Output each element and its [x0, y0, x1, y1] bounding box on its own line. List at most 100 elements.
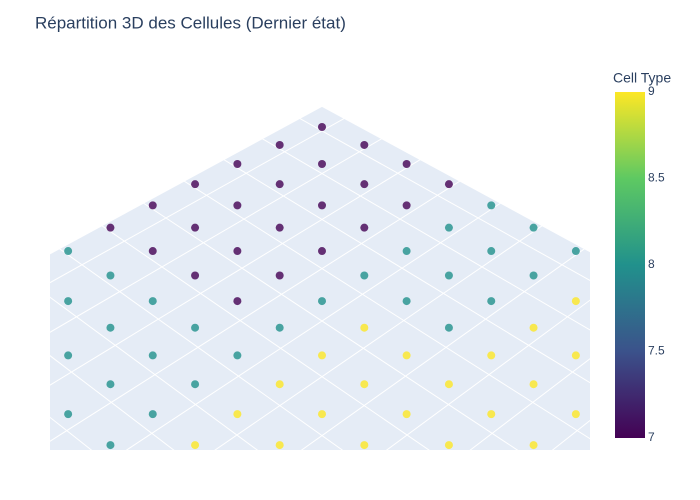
point	[233, 201, 242, 210]
point	[571, 247, 580, 256]
point	[106, 380, 115, 389]
colorbar-tick-label: 8	[648, 257, 655, 271]
point	[191, 441, 200, 450]
point	[275, 380, 284, 389]
floor-line	[169, 171, 590, 440]
floor-line	[300, 244, 590, 450]
point	[106, 441, 115, 450]
point	[233, 247, 242, 256]
point	[444, 180, 453, 189]
point	[275, 180, 284, 189]
point	[360, 380, 369, 389]
point	[233, 410, 242, 419]
point	[444, 323, 453, 332]
floor	[50, 106, 590, 450]
point	[487, 201, 496, 210]
point	[275, 140, 284, 149]
point	[360, 323, 369, 332]
point	[571, 297, 580, 306]
point	[360, 180, 369, 189]
point	[233, 160, 242, 169]
floor-line	[214, 213, 560, 450]
floor-line	[296, 116, 590, 281]
floor-line	[127, 192, 519, 450]
point	[64, 247, 73, 256]
point	[487, 351, 496, 360]
point	[233, 351, 242, 360]
point	[360, 441, 369, 450]
floor-line	[407, 458, 700, 500]
point	[275, 223, 284, 232]
floor-line	[50, 133, 390, 333]
floor-line	[385, 299, 590, 450]
point	[148, 201, 157, 210]
point	[318, 410, 326, 419]
point	[149, 473, 157, 481]
floor-line	[211, 152, 590, 384]
point	[487, 410, 496, 419]
point	[529, 380, 538, 389]
point	[360, 140, 369, 149]
point	[529, 323, 538, 332]
point	[360, 223, 369, 232]
point	[64, 410, 73, 419]
point	[318, 351, 326, 360]
point	[487, 247, 496, 256]
point	[318, 201, 326, 210]
point	[571, 410, 580, 419]
chart-title: Répartition 3D des Cellules (Dernier éta…	[35, 13, 346, 32]
point	[529, 271, 538, 280]
point	[22, 380, 30, 388]
point	[529, 223, 538, 232]
point	[529, 441, 538, 450]
point	[656, 297, 664, 305]
point	[106, 323, 115, 332]
point	[275, 441, 284, 450]
point	[444, 223, 453, 232]
point	[487, 473, 495, 481]
point	[22, 272, 30, 280]
point	[444, 380, 453, 389]
point	[148, 351, 157, 360]
point	[106, 223, 115, 232]
scene	[22, 100, 700, 500]
colorbar-tick-label: 7	[648, 430, 655, 444]
floor-line	[84, 213, 430, 450]
point	[191, 380, 200, 389]
point	[318, 473, 326, 481]
colorbar	[615, 92, 645, 438]
point	[318, 160, 326, 169]
floor-line	[50, 116, 348, 284]
colorbar-tick-label: 8.5	[648, 171, 665, 185]
point	[64, 297, 73, 306]
point	[233, 297, 242, 306]
floor-line	[50, 171, 475, 442]
point	[148, 297, 157, 306]
point	[571, 351, 580, 360]
point	[191, 271, 200, 280]
colorbar-tick-label: 7.5	[648, 344, 665, 358]
floor-line	[50, 241, 344, 450]
point	[318, 123, 326, 131]
point	[444, 441, 453, 450]
point	[148, 247, 157, 256]
floor-line	[50, 152, 433, 386]
point	[233, 473, 241, 481]
point	[191, 223, 200, 232]
point	[22, 324, 30, 332]
point	[402, 410, 411, 419]
point	[402, 160, 411, 169]
floor-line	[254, 133, 590, 331]
point	[402, 201, 411, 210]
point	[148, 410, 157, 419]
colorbar-tick-label: 9	[648, 84, 655, 98]
point	[318, 297, 326, 306]
point	[402, 297, 411, 306]
point	[275, 323, 284, 332]
colorbar-title: Cell Type	[613, 70, 671, 86]
point	[402, 247, 411, 256]
point	[191, 323, 200, 332]
point	[487, 297, 496, 306]
point	[402, 351, 411, 360]
